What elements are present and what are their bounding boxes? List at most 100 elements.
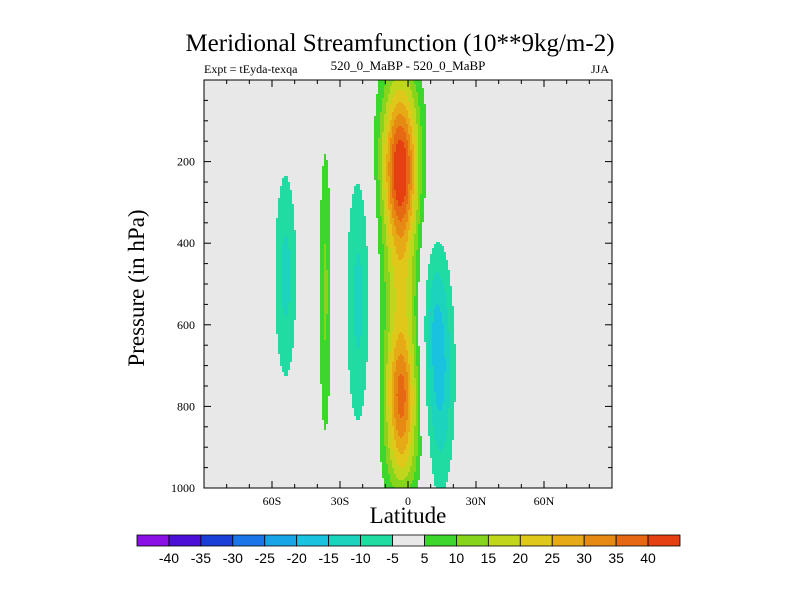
contour-cell [354, 386, 356, 388]
contour-cell [388, 144, 390, 146]
contour-cell [356, 354, 358, 356]
contour-cell [282, 254, 284, 256]
contour-cell [402, 224, 404, 226]
contour-cell [292, 224, 294, 226]
contour-cell [378, 196, 380, 198]
contour-cell [386, 482, 388, 484]
contour-cell [398, 486, 400, 488]
contour-cell [378, 170, 380, 172]
contour-cell [354, 234, 356, 236]
contour-cell [362, 266, 364, 268]
contour-cell [380, 322, 382, 324]
contour-cell [386, 414, 388, 416]
contour-cell [358, 342, 360, 344]
contour-cell [356, 274, 358, 276]
contour-cell [402, 216, 404, 218]
contour-cell [394, 180, 396, 182]
contour-cell [400, 92, 402, 94]
contour-cell [358, 214, 360, 216]
contour-cell [286, 212, 288, 214]
contour-cell [382, 92, 384, 94]
contour-cell [326, 230, 328, 232]
contour-cell [322, 268, 324, 270]
contour-cell [386, 458, 388, 460]
contour-cell [288, 256, 290, 258]
contour-cell [382, 114, 384, 116]
contour-cell [276, 280, 278, 282]
contour-cell [324, 420, 326, 422]
contour-cell [388, 354, 390, 356]
contour-cell [380, 290, 382, 292]
contour-cell [284, 250, 286, 252]
contour-cell [386, 260, 388, 262]
contour-cell [386, 100, 388, 102]
contour-cell [386, 192, 388, 194]
contour-cell [396, 312, 398, 314]
contour-cell [388, 398, 390, 400]
contour-cell [402, 258, 404, 260]
contour-cell [394, 356, 396, 358]
contour-cell [286, 238, 288, 240]
contour-cell [320, 314, 322, 316]
contour-cell [392, 468, 394, 470]
contour-cell [384, 218, 386, 220]
contour-cell [380, 326, 382, 328]
contour-cell [358, 242, 360, 244]
contour-cell [356, 358, 358, 360]
contour-cell [392, 268, 394, 270]
contour-cell [394, 476, 396, 478]
contour-cell [398, 188, 400, 190]
contour-cell [352, 366, 354, 368]
contour-cell [390, 134, 392, 136]
contour-cell [356, 328, 358, 330]
contour-cell [398, 444, 400, 446]
contour-cell [402, 356, 404, 358]
contour-cell [392, 200, 394, 202]
contour-cell [364, 230, 366, 232]
contour-cell [402, 154, 404, 156]
contour-cell [392, 238, 394, 240]
contour-cell [390, 278, 392, 280]
contour-cell [402, 100, 404, 102]
contour-cell [384, 86, 386, 88]
contour-cell [348, 322, 350, 324]
contour-cell [390, 426, 392, 428]
contour-cell [376, 98, 378, 100]
contour-cell [280, 350, 282, 352]
contour-cell [354, 330, 356, 332]
contour-cell [378, 186, 380, 188]
contour-cell [400, 194, 402, 196]
contour-cell [326, 292, 328, 294]
contour-cell [388, 174, 390, 176]
contour-cell [396, 134, 398, 136]
contour-cell [394, 112, 396, 114]
contour-cell [380, 136, 382, 138]
contour-cell [326, 164, 328, 166]
contour-cell [356, 364, 358, 366]
contour-cell [350, 280, 352, 282]
contour-cell [384, 394, 386, 396]
contour-cell [384, 216, 386, 218]
contour-cell [350, 244, 352, 246]
contour-cell [382, 116, 384, 118]
contour-cell [280, 286, 282, 288]
contour-cell [402, 246, 404, 248]
contour-cell [328, 330, 330, 332]
contour-cell [382, 260, 384, 262]
contour-cell [392, 422, 394, 424]
contour-cell [400, 82, 402, 84]
contour-cell [294, 304, 296, 306]
contour-cell [382, 316, 384, 318]
contour-cell [358, 266, 360, 268]
contour-cell [292, 258, 294, 260]
contour-cell [392, 130, 394, 132]
contour-cell [352, 330, 354, 332]
contour-cell [280, 270, 282, 272]
contour-cell [402, 314, 404, 316]
contour-cell [392, 164, 394, 166]
contour-cell [278, 292, 280, 294]
contour-cell [356, 340, 358, 342]
contour-cell [384, 372, 386, 374]
contour-cell [320, 352, 322, 354]
contour-cell [388, 156, 390, 158]
